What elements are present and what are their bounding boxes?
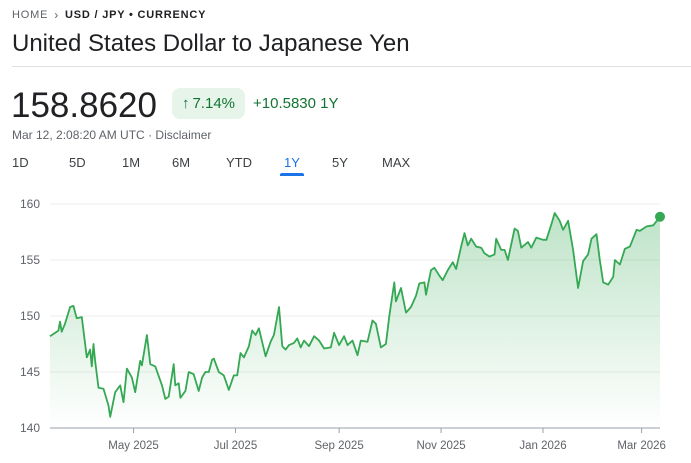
arrow-up-icon: ↑ <box>181 95 190 112</box>
range-tab-max[interactable]: MAX <box>382 155 411 170</box>
range-tab-5d[interactable]: 5D <box>69 155 86 170</box>
page-title: United States Dollar to Japanese Yen <box>12 30 410 57</box>
timestamp: Mar 12, 2:08:20 AM UTC <box>12 128 145 142</box>
y-tick-label: 140 <box>20 421 40 435</box>
range-tab-1y[interactable]: 1Y <box>280 155 304 176</box>
breadcrumb: HOME › USD / JPY • CURRENCY <box>12 8 206 22</box>
chevron-right-icon: › <box>54 8 59 22</box>
y-tick-label: 150 <box>20 309 40 323</box>
x-tick-label: May 2025 <box>108 440 159 452</box>
change-percent: 7.14% <box>192 95 236 112</box>
separator-dot: · <box>148 128 153 142</box>
range-tab-1m[interactable]: 1M <box>122 155 141 170</box>
breadcrumb-home-link[interactable]: HOME <box>12 9 49 21</box>
divider <box>12 66 691 67</box>
current-price: 158.8620 <box>11 86 157 125</box>
x-tick-label: Jan 2026 <box>519 440 566 452</box>
y-tick-label: 160 <box>20 197 40 211</box>
current-price-dot <box>655 211 665 222</box>
range-tab-5y[interactable]: 5Y <box>332 155 348 170</box>
change-percent-badge: ↑ 7.14% <box>172 88 245 119</box>
price-chart[interactable]: 140 145 150 155 160 May 2025 Jul 2025 Sep 2025 N… <box>0 190 691 463</box>
disclaimer-link[interactable]: Disclaimer <box>155 128 212 142</box>
range-tab-ytd[interactable]: YTD <box>226 155 252 170</box>
y-tick-label: 145 <box>20 365 40 379</box>
x-tick-label: Jul 2025 <box>214 440 257 452</box>
range-tab-1d[interactable]: 1D <box>12 155 29 170</box>
timestamp-line: Mar 12, 2:08:20 AM UTC · Disclaimer <box>12 128 211 142</box>
change-absolute: +10.5830 1Y <box>253 95 339 112</box>
x-tick-label: Nov 2025 <box>416 440 465 452</box>
price-line <box>49 212 661 418</box>
range-tab-6m[interactable]: 6M <box>172 155 191 170</box>
x-tick-label: Sep 2025 <box>314 440 363 452</box>
y-tick-label: 155 <box>20 253 40 267</box>
breadcrumb-current: USD / JPY • CURRENCY <box>65 9 207 21</box>
x-tick-label: Mar 2026 <box>617 440 666 452</box>
area-fill <box>50 213 660 428</box>
